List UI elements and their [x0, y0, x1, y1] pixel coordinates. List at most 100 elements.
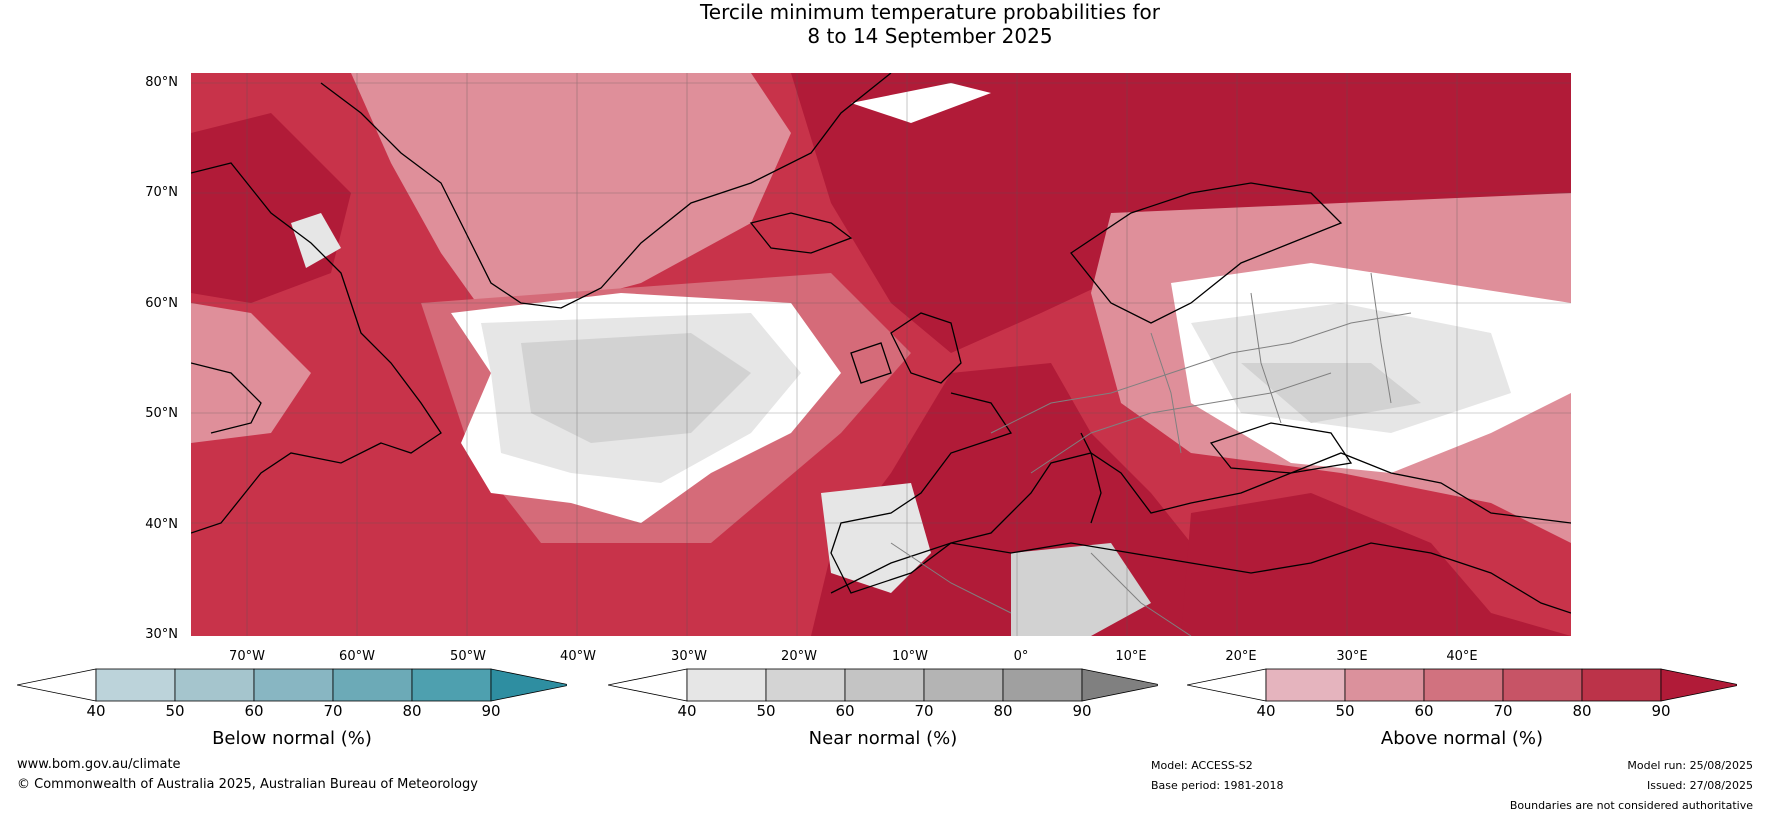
coast-ireland [850, 342, 892, 384]
colorbar-near-label: Near normal (%) [808, 728, 958, 749]
lon-label-30w: 30°W [671, 649, 707, 664]
gridlines [191, 73, 1571, 636]
coast-europe [830, 392, 1571, 594]
map-svg [191, 73, 1571, 636]
above-colorbar-bin-60-70 [1423, 668, 1504, 702]
above-colorbar-bin-50-60 [1344, 668, 1425, 702]
below-colorbar-bin-60-70 [253, 668, 334, 702]
title-line-1: Tercile minimum temperature probabilitie… [699, 0, 1161, 24]
near-normal-white-svalbard [851, 83, 991, 123]
lon-label-70w: 70°W [229, 649, 265, 664]
lon-label-40w: 40°W [560, 649, 596, 664]
near-40-region-iberia [821, 483, 931, 593]
lat-label-50n: 50°N [145, 406, 178, 421]
above-colorbar-bin-40-50 [1265, 668, 1346, 702]
colorbar-above-normal: 40 50 60 70 80 90 Above normal (%) [1186, 668, 1741, 758]
lon-label-60w: 60°W [339, 649, 375, 664]
lon-label-20w: 20°W [781, 649, 817, 664]
colorbar-near-tick-50: 50 [756, 702, 776, 720]
colorbar-below-tick-90: 90 [481, 702, 501, 720]
coast-scandinavia [1070, 182, 1343, 324]
above-colorbar-high-extend [1660, 668, 1741, 702]
below-colorbar-low-extend [16, 668, 97, 702]
near-colorbar-bin-80-90 [1002, 668, 1083, 702]
footer-disclaimer: Boundaries are not considered authoritat… [1509, 799, 1753, 812]
above-colorbar-bin-80-90 [1581, 668, 1662, 702]
colorbar-above-label: Above normal (%) [1380, 728, 1544, 749]
coast-italy [1080, 432, 1102, 524]
lon-label-30e: 30°E [1336, 649, 1368, 664]
colorbar-near-tick-80: 80 [993, 702, 1013, 720]
coast-newfoundland [191, 362, 262, 434]
lat-label-60n: 60°N [145, 296, 178, 311]
footer-base-period: Base period: 1981-2018 [1151, 779, 1284, 792]
footer-model: Model: ACCESS-S2 [1151, 759, 1253, 772]
colorbar-below-tick-60: 60 [244, 702, 264, 720]
colorbar-above-tick-90: 90 [1651, 702, 1671, 720]
colorbar-below-tick-50: 50 [165, 702, 185, 720]
colorbar-above-svg [1186, 668, 1741, 702]
below-colorbar-bin-50-60 [174, 668, 255, 702]
colorbar-below-tick-40: 40 [86, 702, 106, 720]
colorbar-below-tick-80: 80 [402, 702, 422, 720]
chart-title: Tercile minimum temperature probabilitie… [0, 0, 1770, 48]
below-colorbar-bin-40-50 [95, 668, 176, 702]
near-40-region-baffin [291, 213, 341, 268]
colorbar-above-tick-70: 70 [1493, 702, 1513, 720]
colorbar-near-normal: 40 50 60 70 80 90 Near normal (%) [607, 668, 1162, 758]
near-colorbar-high-extend [1081, 668, 1162, 702]
near-50-region-europe [1241, 363, 1421, 423]
footer-copyright: © Commonwealth of Australia 2025, Austra… [17, 777, 478, 792]
colorbar-above-tick-60: 60 [1414, 702, 1434, 720]
near-colorbar-bin-60-70 [844, 668, 925, 702]
coastlines [191, 73, 1571, 614]
lat-label-30n: 30°N [145, 627, 178, 642]
near-50-region-atlantic [521, 333, 751, 443]
colorbar-near-svg [607, 668, 1162, 702]
below-colorbar-high-extend [490, 668, 571, 702]
country-borders [890, 272, 1412, 636]
below-colorbar-bin-80-90 [411, 668, 492, 702]
lon-label-50w: 50°W [450, 649, 486, 664]
colorbar-near-tick-40: 40 [677, 702, 697, 720]
coast-north-america [191, 162, 442, 534]
near-50-region-africa [1011, 543, 1151, 636]
colorbar-below-tick-70: 70 [323, 702, 343, 720]
above-60-region-west [191, 303, 311, 443]
coast-africa [830, 542, 1571, 614]
footer-model-run: Model run: 25/08/2025 [1627, 759, 1753, 772]
lat-label-80n: 80°N [145, 75, 178, 90]
footer-website: www.bom.gov.au/climate [17, 757, 181, 772]
above-90-region-mediterranean [1181, 493, 1571, 636]
colorbar-below-normal: 40 50 60 70 80 90 Below normal (%) [16, 668, 571, 758]
near-colorbar-bin-40-50 [686, 668, 767, 702]
coast-greenland [320, 73, 892, 309]
above-90-region-east-atlantic [811, 363, 1251, 636]
below-colorbar-bin-70-80 [332, 668, 413, 702]
colorbar-below-label: Below normal (%) [212, 728, 372, 749]
coast-iceland [749, 212, 853, 254]
probability-map [191, 73, 1571, 636]
lon-label-0: 0° [1013, 649, 1029, 664]
lon-label-10w: 10°W [892, 649, 928, 664]
above-60-region-greenland [351, 73, 791, 323]
near-colorbar-bin-50-60 [765, 668, 846, 702]
lon-label-20e: 20°E [1225, 649, 1257, 664]
above-colorbar-bin-70-80 [1502, 668, 1583, 702]
colorbar-above-tick-40: 40 [1256, 702, 1276, 720]
title-line-2: 8 to 14 September 2025 [807, 24, 1053, 48]
lon-label-10e: 10°E [1115, 649, 1147, 664]
lat-label-40n: 40°N [145, 517, 178, 532]
coast-britain [890, 312, 962, 384]
colorbar-near-tick-90: 90 [1072, 702, 1092, 720]
above-colorbar-low-extend [1186, 668, 1267, 702]
near-colorbar-low-extend [607, 668, 688, 702]
colorbar-near-tick-70: 70 [914, 702, 934, 720]
colorbar-below-svg [16, 668, 571, 702]
lat-label-70n: 70°N [145, 185, 178, 200]
colorbar-above-tick-50: 50 [1335, 702, 1355, 720]
coast-black-sea [1209, 422, 1353, 474]
lon-label-40e: 40°E [1446, 649, 1478, 664]
colorbar-near-tick-60: 60 [835, 702, 855, 720]
footer-issued: Issued: 27/08/2025 [1646, 779, 1753, 792]
